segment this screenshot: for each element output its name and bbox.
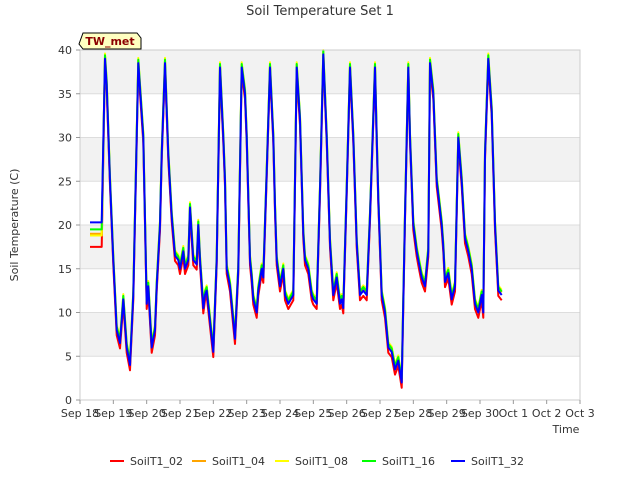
x-tick-label: Oct 2 (532, 407, 562, 420)
y-tick-label: 0 (65, 394, 72, 407)
x-tick-label: Sep 29 (428, 407, 466, 420)
y-tick-label: 15 (58, 263, 72, 276)
legend-label: SoilT1_02 (130, 455, 183, 468)
annotation-background (78, 32, 142, 50)
grid-band (80, 50, 580, 94)
legend-label: SoilT1_08 (295, 455, 348, 468)
grid-band (80, 312, 580, 357)
x-tick-label: Sep 18 (61, 407, 99, 420)
x-tick-label: Sep 30 (461, 407, 499, 420)
x-tick-label: Sep 25 (294, 407, 332, 420)
grid-band (80, 356, 580, 400)
x-tick-label: Sep 23 (228, 407, 266, 420)
legend-label: SoilT1_32 (471, 455, 524, 468)
x-tick-label: Sep 27 (361, 407, 399, 420)
legend: SoilT1_02 SoilT1_04 SoilT1_08 SoilT1_16 Soil… (110, 455, 524, 468)
y-tick-label: 30 (58, 132, 72, 145)
x-axis-label: Time (552, 423, 580, 436)
y-tick-label: 5 (65, 350, 72, 363)
y-tick-label: 40 (58, 44, 72, 57)
legend-item-soilt1_04: SoilT1_04 (192, 455, 265, 468)
legend-label: SoilT1_16 (382, 455, 435, 468)
x-tick-label: Sep 24 (261, 407, 299, 420)
annotation-label: TW_met (85, 35, 134, 48)
legend-label: SoilT1_04 (212, 455, 265, 468)
legend-item-soilt1_16: SoilT1_16 (362, 455, 435, 468)
legend-item-soilt1_32: SoilT1_32 (451, 455, 524, 468)
x-tick-label: Sep 28 (394, 407, 432, 420)
y-tick-labels: 0 5 10 15 20 25 30 35 40 (58, 44, 80, 407)
y-axis-label: Soil Temperature (C) (8, 169, 21, 282)
y-tick-label: 20 (58, 219, 72, 232)
x-tick-label: Sep 22 (194, 407, 232, 420)
grid-band (80, 93, 580, 138)
series-lines (90, 49, 503, 389)
series-line-soilt1_32 (90, 53, 503, 384)
x-tick-label: Sep 26 (328, 407, 366, 420)
legend-item-soilt1_08: SoilT1_08 (275, 455, 348, 468)
x-tick-label: Sep 20 (128, 407, 166, 420)
annotation-box: TW_met (78, 32, 142, 50)
x-tick-label: Sep 19 (94, 407, 132, 420)
x-tick-label: Oct 1 (499, 407, 529, 420)
x-tick-label: Sep 21 (161, 407, 199, 420)
x-tick-label: Oct 3 (565, 407, 595, 420)
grid-band (80, 137, 580, 182)
y-tick-label: 25 (58, 175, 72, 188)
y-tick-label: 10 (58, 307, 72, 320)
y-tick-label: 35 (58, 88, 72, 101)
legend-item-soilt1_02: SoilT1_02 (110, 455, 183, 468)
chart-title: Soil Temperature Set 1 (246, 4, 394, 19)
